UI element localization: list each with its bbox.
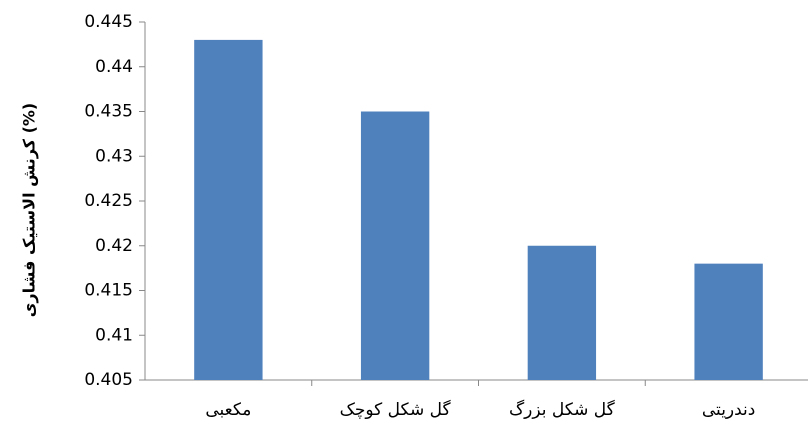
y-tick-label: 0.42 — [95, 236, 133, 256]
y-tick-label: 0.43 — [95, 146, 133, 166]
bar — [527, 245, 597, 380]
x-tick-label: مکعبی — [205, 400, 251, 420]
y-tick-label: 0.435 — [84, 102, 133, 122]
x-tick-label: گل شکل کوچک — [340, 399, 452, 420]
bar — [194, 39, 263, 381]
y-tick-label: 0.44 — [95, 57, 133, 77]
y-tick-label: 0.41 — [95, 325, 133, 345]
x-tick-label: دندریتی — [702, 400, 755, 420]
y-tick-label: 0.415 — [84, 281, 133, 301]
x-tick-label: گل شکل بزرگ — [509, 399, 616, 420]
y-tick-label: 0.445 — [84, 12, 133, 32]
y-tick-label: 0.405 — [84, 370, 133, 390]
bar — [360, 111, 430, 380]
y-tick-label: 0.425 — [84, 191, 133, 211]
y-axis-label: کرنش الاستیک فشاری (%) — [20, 103, 39, 317]
bar — [694, 263, 763, 380]
